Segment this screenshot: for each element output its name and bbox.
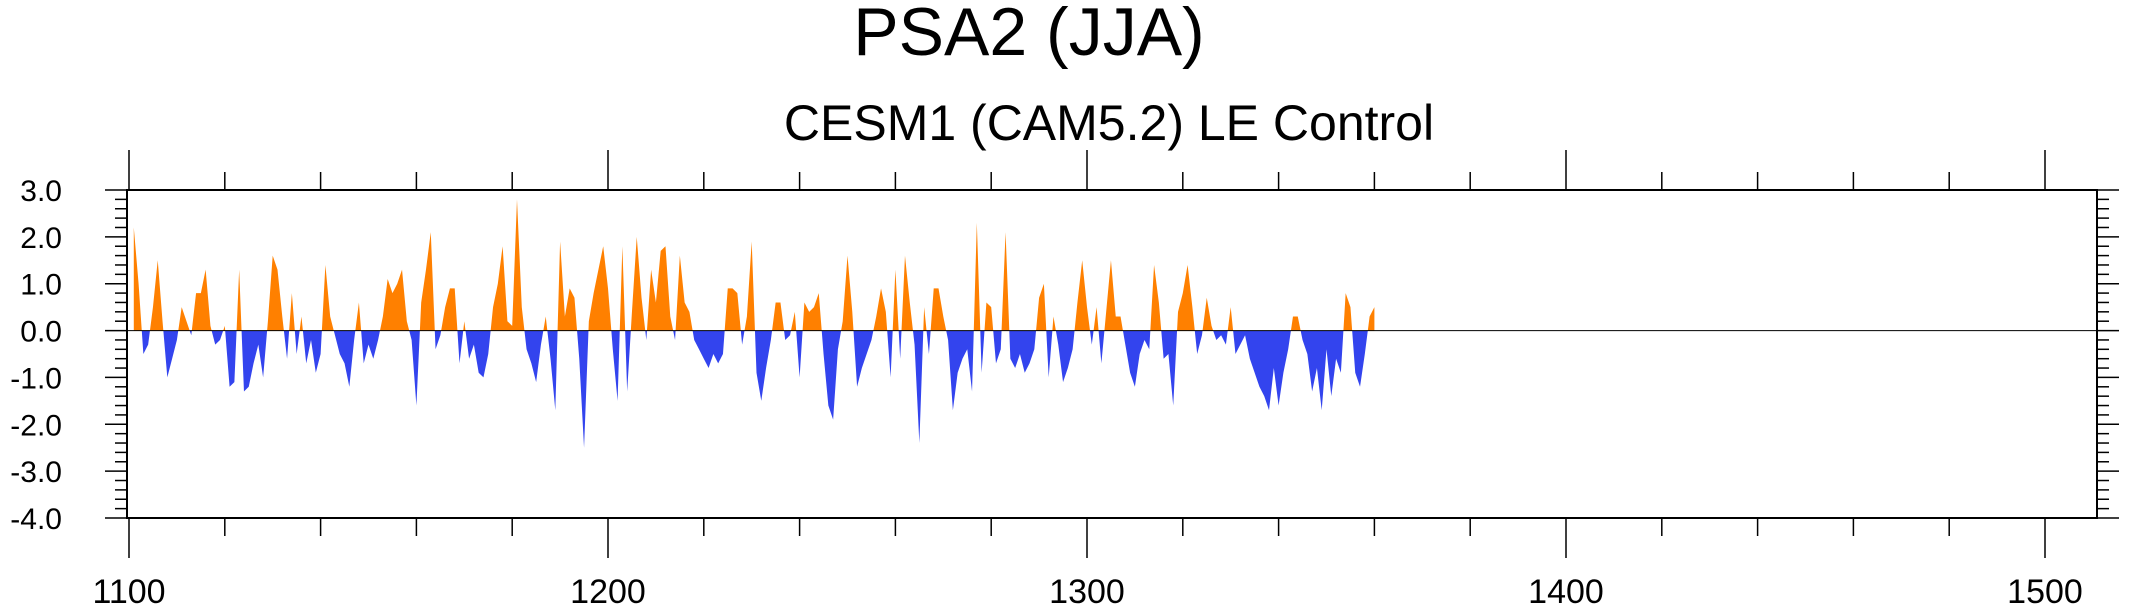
x-tick-label: 1400 <box>1528 573 1604 611</box>
y-tick-label: 0.0 <box>20 316 62 349</box>
series-layer <box>127 199 2097 448</box>
y-tick-label: -3.0 <box>10 456 62 489</box>
y-tick-label: 1.0 <box>20 269 62 302</box>
y-tick-label: -1.0 <box>10 362 62 395</box>
y-tick-label: 2.0 <box>20 222 62 255</box>
chart-subtitle: CESM1 (CAM5.2) LE Control <box>784 95 1434 151</box>
x-tick-label: 1100 <box>92 573 165 611</box>
y-tick-label: -2.0 <box>10 409 62 442</box>
positive-anomaly-area <box>133 199 1375 331</box>
plot-frame <box>126 189 2098 519</box>
y-tick-label: 3.0 <box>20 175 62 208</box>
negative-anomaly-area <box>141 330 1368 448</box>
chart-title: PSA2 (JJA) <box>853 0 1204 70</box>
y-tick-label: -4.0 <box>10 503 62 536</box>
x-tick-label: 1200 <box>570 573 646 611</box>
x-tick-label: 1500 <box>2007 573 2083 611</box>
x-tick-label: 1300 <box>1049 573 1125 611</box>
axes-layer: 3.0 2.0 1.0 0.0 -1.0 -2.0 -3.0 -4.0 1100 1200 1300… <box>10 150 2119 611</box>
